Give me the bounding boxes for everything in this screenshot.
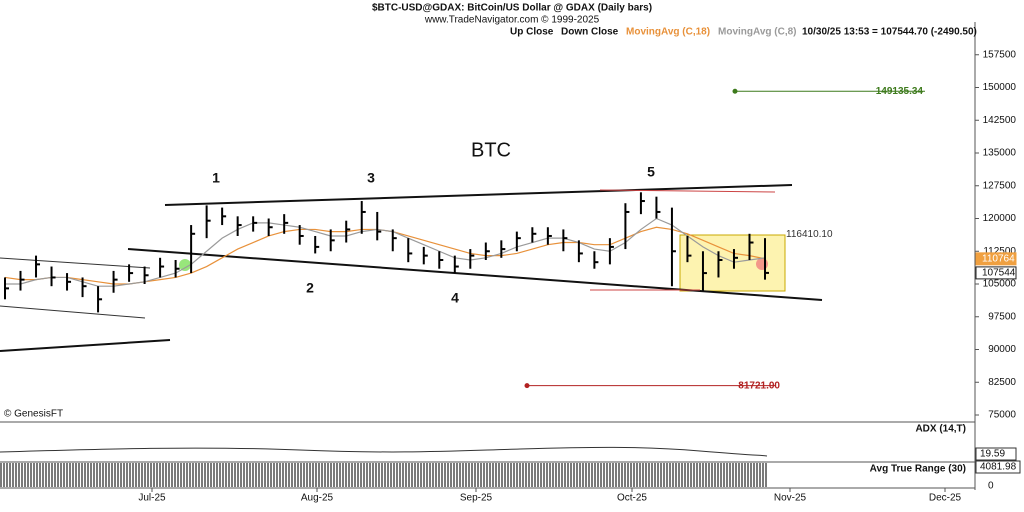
value-tag: [975, 447, 1017, 461]
y-tick-label: 120000: [983, 213, 1017, 224]
level-label: 81721.00: [738, 380, 780, 391]
price-tag: [975, 266, 1017, 280]
marker: [756, 258, 768, 270]
y-tick-label: 82500: [988, 377, 1016, 388]
moving-average: [5, 217, 766, 287]
x-tick-label: Oct-25: [617, 493, 647, 504]
legend-entry: MovingAvg (C,8): [718, 27, 797, 38]
copyright: © GenesisFT: [4, 409, 63, 420]
resistance-line: [599, 189, 776, 193]
trendline: [127, 248, 823, 301]
price-tag: [975, 252, 1017, 266]
price-tag-label: 107544: [982, 268, 1016, 279]
quote: 10/30/25 13:53 = 107544.70 (-2490.50): [802, 27, 977, 38]
y-tick-label: 135000: [983, 148, 1017, 159]
adx-line: [0, 446, 768, 457]
y-tick-label: 112500: [983, 246, 1016, 257]
level-label: 116410.10: [786, 229, 833, 240]
x-tick-label: Jul-25: [138, 493, 166, 504]
trendline: [164, 184, 793, 206]
y-tick-label: 90000: [988, 344, 1016, 355]
legend-entry: Up Close: [510, 27, 554, 38]
legend-entry: MovingAvg (C,18): [626, 27, 710, 38]
y-tick-label: 142500: [983, 115, 1017, 126]
annotation: BTC: [471, 139, 511, 161]
chart-subtitle: www.TradeNavigator.com © 1999-2025: [424, 15, 600, 26]
x-tick-label: Aug-25: [301, 493, 334, 504]
adx-value: 19.59: [980, 449, 1005, 460]
level-dot: [732, 88, 738, 94]
annotation: 5: [647, 164, 655, 180]
level-dot: [524, 383, 530, 389]
panel-label: ADX (14,T): [915, 424, 966, 435]
trendline: [0, 257, 151, 269]
y-tick-label: 97500: [988, 311, 1016, 322]
annotation: 3: [367, 170, 375, 186]
price-tag-label: 110764: [982, 253, 1015, 264]
legend-entry: Down Close: [561, 27, 619, 38]
panel-label: Avg True Range (30): [870, 464, 966, 475]
annotation: 1: [212, 170, 220, 186]
trendline: [0, 339, 171, 352]
annotation: 2: [306, 280, 314, 296]
x-tick-label: Sep-25: [460, 493, 493, 504]
level-label: 149135.34: [876, 86, 924, 97]
channel: [0, 257, 151, 319]
y-tick-label: 105000: [983, 279, 1017, 290]
x-tick-label: Dec-25: [929, 493, 962, 504]
atr-axis-min: 0: [988, 481, 994, 492]
y-tick-label: 157500: [983, 49, 1017, 60]
atr-histogram: [0, 463, 767, 487]
marker: [179, 259, 191, 271]
trendline: [0, 305, 146, 319]
chart-title: $BTC-USD@GDAX: BitCoin/US Dollar @ GDAX …: [372, 3, 652, 14]
atr-value: 4081.98: [980, 462, 1017, 473]
trendlines: [0, 184, 823, 352]
y-tick-label: 127500: [983, 180, 1017, 191]
annotation: 4: [451, 290, 459, 306]
value-tag: [975, 460, 1021, 474]
y-tick-label: 150000: [983, 82, 1017, 93]
x-tick-label: Nov-25: [774, 493, 807, 504]
y-tick-label: 75000: [988, 410, 1016, 421]
highlight-box: [679, 234, 786, 292]
